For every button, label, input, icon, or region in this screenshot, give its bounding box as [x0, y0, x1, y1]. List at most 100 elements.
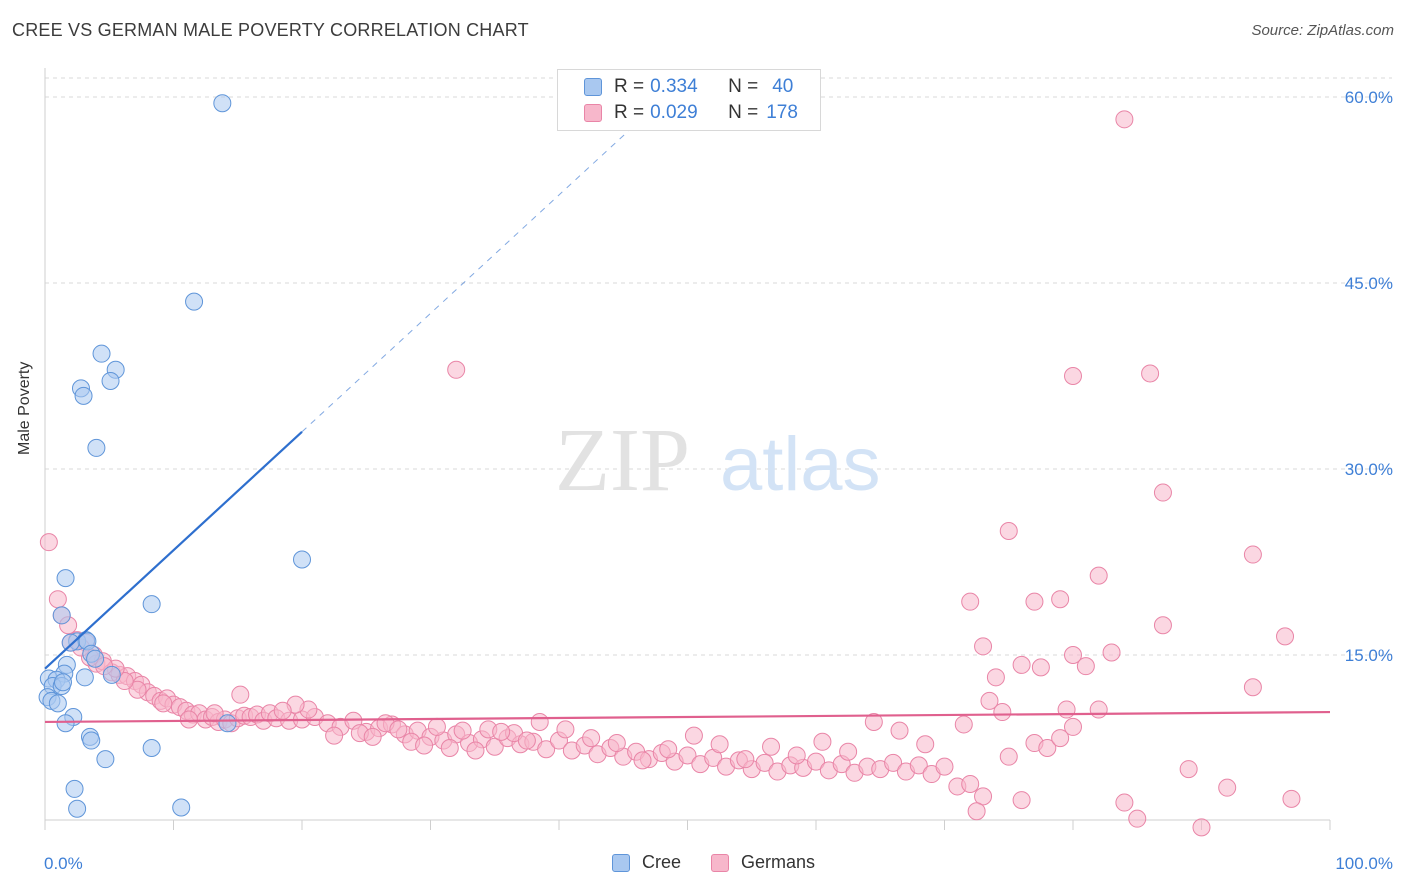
german-point [1276, 627, 1295, 646]
german-point [1115, 793, 1134, 812]
german-point [607, 734, 626, 753]
cree-point [218, 714, 237, 733]
german-point [787, 746, 806, 765]
german-point [974, 787, 993, 806]
german-point [864, 712, 883, 731]
german-point [154, 694, 173, 713]
german-point [517, 731, 536, 750]
german-point [1076, 657, 1095, 676]
german-point [1192, 818, 1211, 837]
cree-point [142, 739, 161, 757]
german-point [363, 727, 382, 746]
german-point [415, 736, 434, 755]
cree-point [172, 798, 191, 817]
watermark-zip: ZIP [555, 411, 690, 510]
german-point [1051, 590, 1070, 609]
german-point [678, 746, 697, 765]
german-point [1064, 646, 1082, 664]
german-point [39, 533, 58, 552]
n-label: N = [728, 76, 759, 97]
cree-point [82, 731, 101, 750]
german-point [1089, 700, 1108, 719]
y-axis-label: Male Poverty [16, 361, 33, 455]
r-label: R = [614, 102, 645, 123]
y-tick-label: 60.0% [1345, 88, 1393, 107]
tick-labels: 15.0% 30.0% 45.0% 60.0% 0.0% 100.0% [44, 88, 1393, 873]
german-point [736, 750, 755, 769]
german-point [537, 740, 556, 759]
german-point [1218, 778, 1237, 797]
cree-point [52, 606, 71, 625]
grid-lines [45, 77, 1392, 656]
cree-point [48, 694, 67, 713]
german-point [48, 590, 67, 609]
german-point [974, 637, 993, 656]
cree-swatch [612, 853, 630, 872]
cree-point [56, 569, 75, 588]
german-point [1115, 110, 1134, 129]
german-point [1128, 809, 1147, 828]
german-point [1141, 364, 1160, 383]
german-point [659, 740, 678, 759]
cree-point [293, 550, 311, 569]
cree-trend-extension [301, 123, 637, 433]
cree-point [101, 371, 120, 390]
watermark-atlas: atlas [720, 422, 881, 507]
cree-point [68, 799, 87, 818]
cree-point [87, 438, 106, 457]
n-label: N = [728, 102, 759, 123]
german-point [999, 522, 1018, 540]
germans-swatch [584, 104, 602, 122]
german-point [633, 751, 652, 770]
german-point [485, 737, 504, 756]
cree-point [74, 386, 93, 405]
german-point [813, 732, 832, 751]
german-point [582, 729, 601, 748]
german-point [961, 592, 980, 611]
germans-swatch [711, 853, 730, 872]
german-point [1012, 791, 1031, 810]
german-point [961, 774, 980, 793]
cree-point [92, 344, 111, 363]
german-point [890, 721, 909, 740]
x-tick-label: 100.0% [1335, 854, 1393, 873]
german-point [427, 717, 446, 736]
german-point [909, 756, 928, 775]
german-point [999, 747, 1018, 766]
german-point [273, 701, 292, 720]
correlation-legend: R = 0.334 N = 40 R = 0.029 N = 178 [557, 69, 821, 131]
r-value: 0.334 [650, 76, 698, 97]
german-point [1038, 739, 1057, 757]
german-point [231, 685, 250, 704]
y-tick-label: 15.0% [1345, 646, 1393, 665]
german-point [839, 742, 858, 761]
german-point [453, 721, 472, 740]
german-point [993, 703, 1012, 722]
german-point [986, 668, 1005, 687]
legend-label-cree: Cree [642, 852, 682, 872]
r-value: 0.029 [650, 102, 698, 123]
source-label: Source: ZipAtlas.com [1251, 22, 1394, 39]
german-point [916, 735, 935, 754]
german-point [1057, 700, 1076, 719]
german-point [684, 726, 703, 745]
german-point [447, 360, 466, 379]
german-point [1102, 643, 1121, 662]
r-label: R = [614, 76, 645, 97]
german-point [530, 712, 549, 731]
cree-point [65, 779, 84, 798]
german-point [1064, 717, 1082, 736]
german-point [128, 680, 147, 699]
german-point [954, 715, 973, 734]
series-legend: Cree Germans [612, 852, 845, 873]
cree-point [86, 649, 105, 668]
german-point [1243, 545, 1262, 564]
chart-title: CREE VS GERMAN MALE POVERTY CORRELATION … [12, 20, 529, 40]
german-point [389, 720, 408, 739]
german-point [755, 753, 774, 772]
german-point [1064, 367, 1082, 385]
german-point [967, 802, 986, 821]
cree-point [56, 714, 75, 733]
n-value: 178 [766, 102, 798, 123]
